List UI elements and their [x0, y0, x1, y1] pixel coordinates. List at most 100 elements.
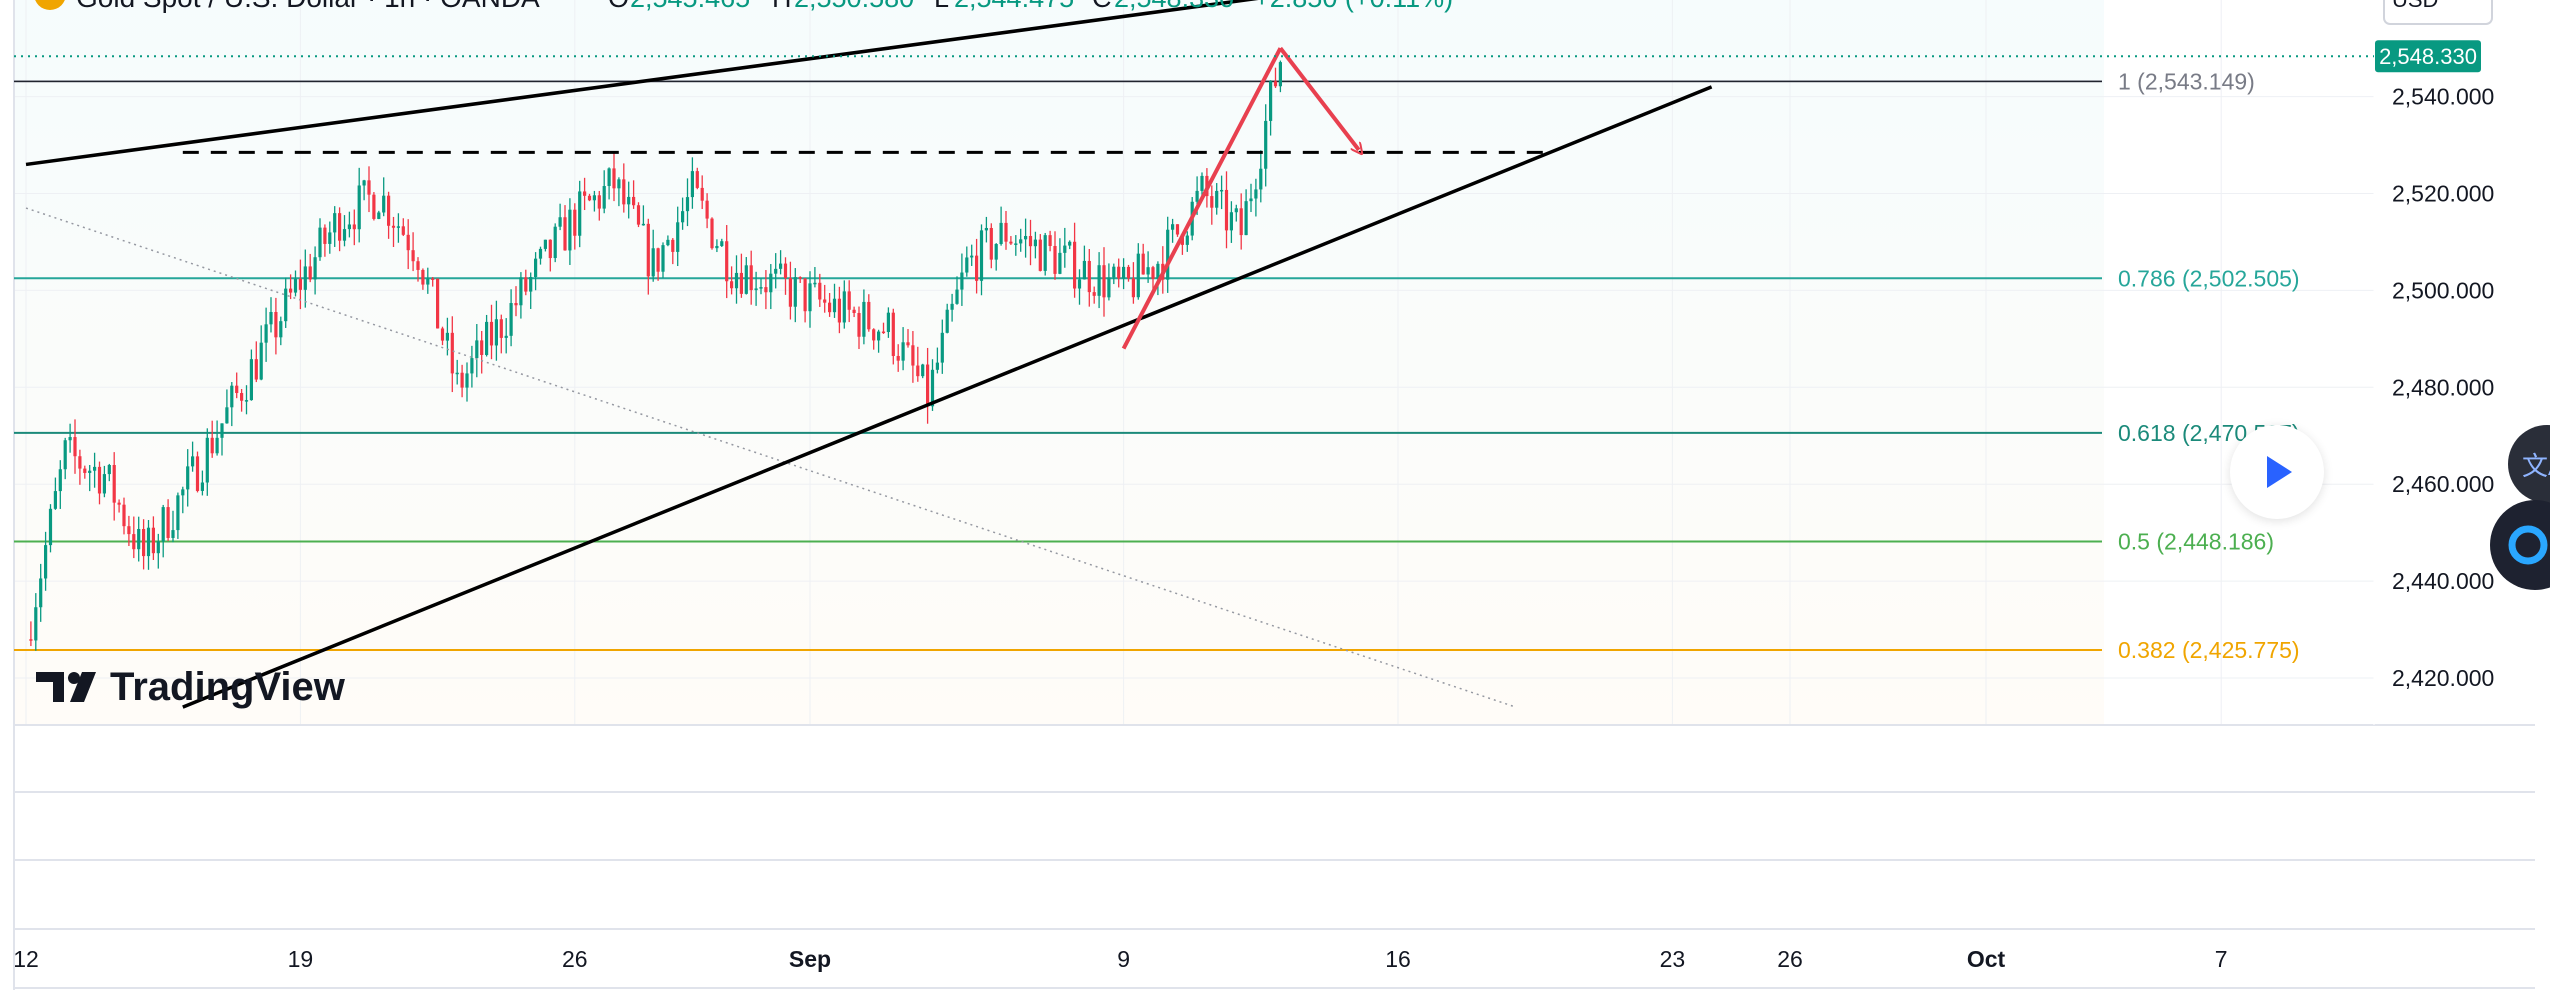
candle-body: [1166, 229, 1170, 280]
svg-text:文A: 文A: [2522, 451, 2550, 481]
candle-body: [48, 508, 53, 546]
candle-body: [1254, 189, 1258, 199]
replay-play-button[interactable]: [2230, 425, 2324, 519]
diagonal-dotted-line[interactable]: [25, 207, 1516, 708]
assistant-widget-button[interactable]: [2490, 500, 2550, 590]
ohlc-close-value: 2,548.330: [1114, 0, 1234, 13]
candle-body: [499, 319, 503, 338]
candle-body: [1278, 62, 1282, 87]
fib-level-label: 0.786 (2,502.505): [2118, 265, 2300, 291]
symbol-legend[interactable]: Gold Spot / U.S. Dollar · 1h · OANDA O 2…: [34, 0, 1453, 13]
candle-body: [308, 266, 312, 280]
candle-body: [445, 332, 449, 341]
candle-body: [553, 226, 557, 259]
candle-body: [1004, 222, 1008, 242]
candle-body: [823, 299, 827, 303]
candle-body: [240, 393, 244, 401]
candle-body: [739, 272, 743, 294]
time-axis[interactable]: 12 19 26 Sep 9 16 23 26 Oct 7: [13, 946, 2227, 972]
candle-body: [1239, 208, 1243, 236]
candle-body: [323, 227, 327, 244]
candle-body: [671, 239, 675, 252]
candle-body: [39, 578, 43, 608]
candle-body: [617, 179, 621, 189]
candle-body: [725, 241, 729, 282]
candle-body: [225, 407, 229, 424]
trend-drawings[interactable]: [25, 0, 1751, 709]
candle-body: [612, 168, 616, 189]
candle-body: [215, 437, 219, 454]
currency-button[interactable]: USD: [2383, 0, 2493, 25]
candle-body: [411, 250, 415, 262]
candle-body: [205, 437, 209, 483]
candle-body: [705, 200, 709, 219]
ohlc-open-label: O: [608, 0, 629, 13]
translate-widget-button[interactable]: 文A: [2508, 425, 2550, 503]
candle-body: [867, 301, 871, 330]
candle-body: [509, 303, 513, 336]
candle-body: [622, 179, 626, 205]
candle-body: [289, 288, 293, 293]
candle-body: [666, 239, 670, 246]
candle-body: [83, 468, 87, 473]
candle-body: [29, 639, 33, 641]
candle-body: [63, 440, 67, 470]
candle-body: [122, 504, 126, 527]
candle-body: [896, 355, 900, 361]
candle-body: [1107, 277, 1111, 298]
projection-down-arrow[interactable]: [1278, 46, 1358, 150]
candle-body: [877, 331, 881, 341]
candle-body: [592, 195, 596, 201]
candle-body: [244, 400, 249, 402]
candle-body: [759, 287, 763, 289]
candle-body: [798, 277, 802, 279]
candle-body: [338, 213, 342, 241]
candle-body: [710, 218, 714, 249]
candle-body: [426, 278, 430, 285]
candle-body: [779, 263, 783, 269]
candle-body: [524, 277, 528, 292]
symbol-title: Gold Spot / U.S. Dollar · 1h · OANDA: [76, 0, 540, 13]
candle-body: [911, 345, 915, 366]
candle-body: [989, 227, 993, 260]
candle-body: [774, 268, 778, 274]
candle-body: [534, 258, 538, 278]
candle-body: [166, 507, 170, 538]
candle-body: [715, 245, 719, 249]
tradingview-logo-text: TradingView: [110, 665, 346, 709]
candle-body: [303, 266, 307, 290]
candle-body: [230, 385, 234, 408]
candle-body: [1244, 201, 1248, 236]
candle-body: [994, 244, 998, 260]
upper-trend-line[interactable]: [25, 0, 1751, 167]
candle-body: [171, 530, 175, 538]
projection-up-arrow[interactable]: [1121, 47, 1283, 350]
candle-body: [1112, 266, 1116, 278]
candle-body: [597, 195, 601, 209]
candle-body: [587, 195, 592, 201]
candle-body: [298, 278, 302, 290]
candle-body: [1073, 241, 1077, 289]
candle-body: [857, 312, 861, 337]
candle-body: [1068, 241, 1072, 246]
candle-body: [200, 482, 204, 491]
candle-body: [1175, 224, 1180, 235]
candle-body: [1171, 224, 1175, 230]
time-tick-label: 9: [1117, 946, 1130, 972]
candle-body: [1273, 81, 1278, 87]
candle-body: [382, 195, 386, 213]
time-tick-label: 7: [2215, 946, 2228, 972]
lower-trend-line[interactable]: [182, 85, 1713, 709]
candle-body: [538, 248, 543, 259]
candle-body: [1200, 175, 1204, 191]
candle-body: [583, 191, 587, 196]
candle-body: [73, 437, 77, 457]
candle-body: [783, 263, 788, 279]
candle-body: [416, 261, 420, 270]
time-tick-label: 26: [1777, 946, 1803, 972]
candle-body: [940, 332, 944, 363]
candle-body: [480, 340, 484, 355]
price-axis[interactable]: 2,420.000 2,440.000 2,460.000 2,480.000 2,50…: [2392, 84, 2494, 691]
